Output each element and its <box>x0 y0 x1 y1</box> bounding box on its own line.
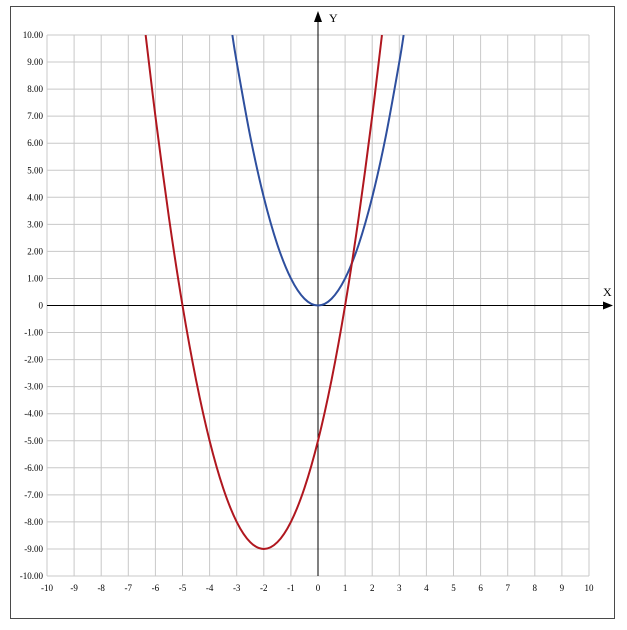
y-tick-label: -2.00 <box>24 355 43 365</box>
y-tick-label: 2.00 <box>27 246 43 256</box>
x-tick-label: -1 <box>287 583 295 593</box>
series-line-2 <box>144 35 383 550</box>
series-line-1 <box>231 35 405 307</box>
x-tick-label: 6 <box>478 583 483 593</box>
x-tick-label: 4 <box>424 583 429 593</box>
x-tick-label: -8 <box>97 583 105 593</box>
x-axis-arrow <box>603 301 613 310</box>
x-tick-label: -6 <box>152 583 160 593</box>
x-tick-label: 7 <box>505 583 510 593</box>
y-tick-label: 8.00 <box>27 84 43 94</box>
y-axis-label: Y <box>329 11 338 25</box>
x-tick-label: 0 <box>316 583 321 593</box>
x-tick-label: -4 <box>206 583 214 593</box>
y-tick-label: 6.00 <box>27 138 43 148</box>
y-tick-label: 9.00 <box>27 57 43 67</box>
x-tick-label: -5 <box>179 583 187 593</box>
y-tick-label: -3.00 <box>24 382 43 392</box>
y-axis-arrow <box>314 11 322 22</box>
x-tick-label: -7 <box>125 583 133 593</box>
y-tick-label: -4.00 <box>24 409 43 419</box>
y-tick-label: 0 <box>39 301 44 311</box>
x-tick-label: 5 <box>451 583 456 593</box>
y-tick-label: 1.00 <box>27 273 43 283</box>
y-tick-label: 7.00 <box>27 111 43 121</box>
axes <box>47 11 613 576</box>
x-tick-label: -3 <box>233 583 241 593</box>
x-tick-label: -9 <box>70 583 78 593</box>
chart-plot: -10 -9 -8 -7 -6 -5 -4 -3 -2 -1 0 1 2 3 4 5 6 7 8 9 10-10.00-… <box>20 11 613 593</box>
y-tick-label: 4.00 <box>27 192 43 202</box>
y-tick-label: -9.00 <box>24 544 43 554</box>
y-tick-label: -1.00 <box>24 328 43 338</box>
x-tick-label: 2 <box>370 583 375 593</box>
x-tick-label: 1 <box>343 583 348 593</box>
x-tick-label: -2 <box>260 583 268 593</box>
y-tick-label: -6.00 <box>24 463 43 473</box>
x-tick-label: -10 <box>41 583 53 593</box>
x-tick-label: 10 <box>585 583 595 593</box>
x-tick-label: 9 <box>560 583 565 593</box>
x-axis-label: X <box>603 285 612 299</box>
y-tick-label: -8.00 <box>24 517 43 527</box>
series-curves <box>144 35 405 550</box>
y-tick-label: -7.00 <box>24 490 43 500</box>
y-tick-label: -10.00 <box>20 571 44 581</box>
y-tick-label: -5.00 <box>24 436 43 446</box>
tick-labels: -10 -9 -8 -7 -6 -5 -4 -3 -2 -1 0 1 2 3 4 5 6 7 8 9 10-10.00-… <box>20 30 594 593</box>
y-tick-label: 3.00 <box>27 219 43 229</box>
chart-frame: -10 -9 -8 -7 -6 -5 -4 -3 -2 -1 0 1 2 3 4 5 6 7 8 9 10 -10.00-… <box>10 6 615 619</box>
x-tick-label: 3 <box>397 583 402 593</box>
x-tick-label: 8 <box>533 583 538 593</box>
y-tick-label: 5.00 <box>27 165 43 175</box>
y-tick-label: 10.00 <box>23 30 44 40</box>
